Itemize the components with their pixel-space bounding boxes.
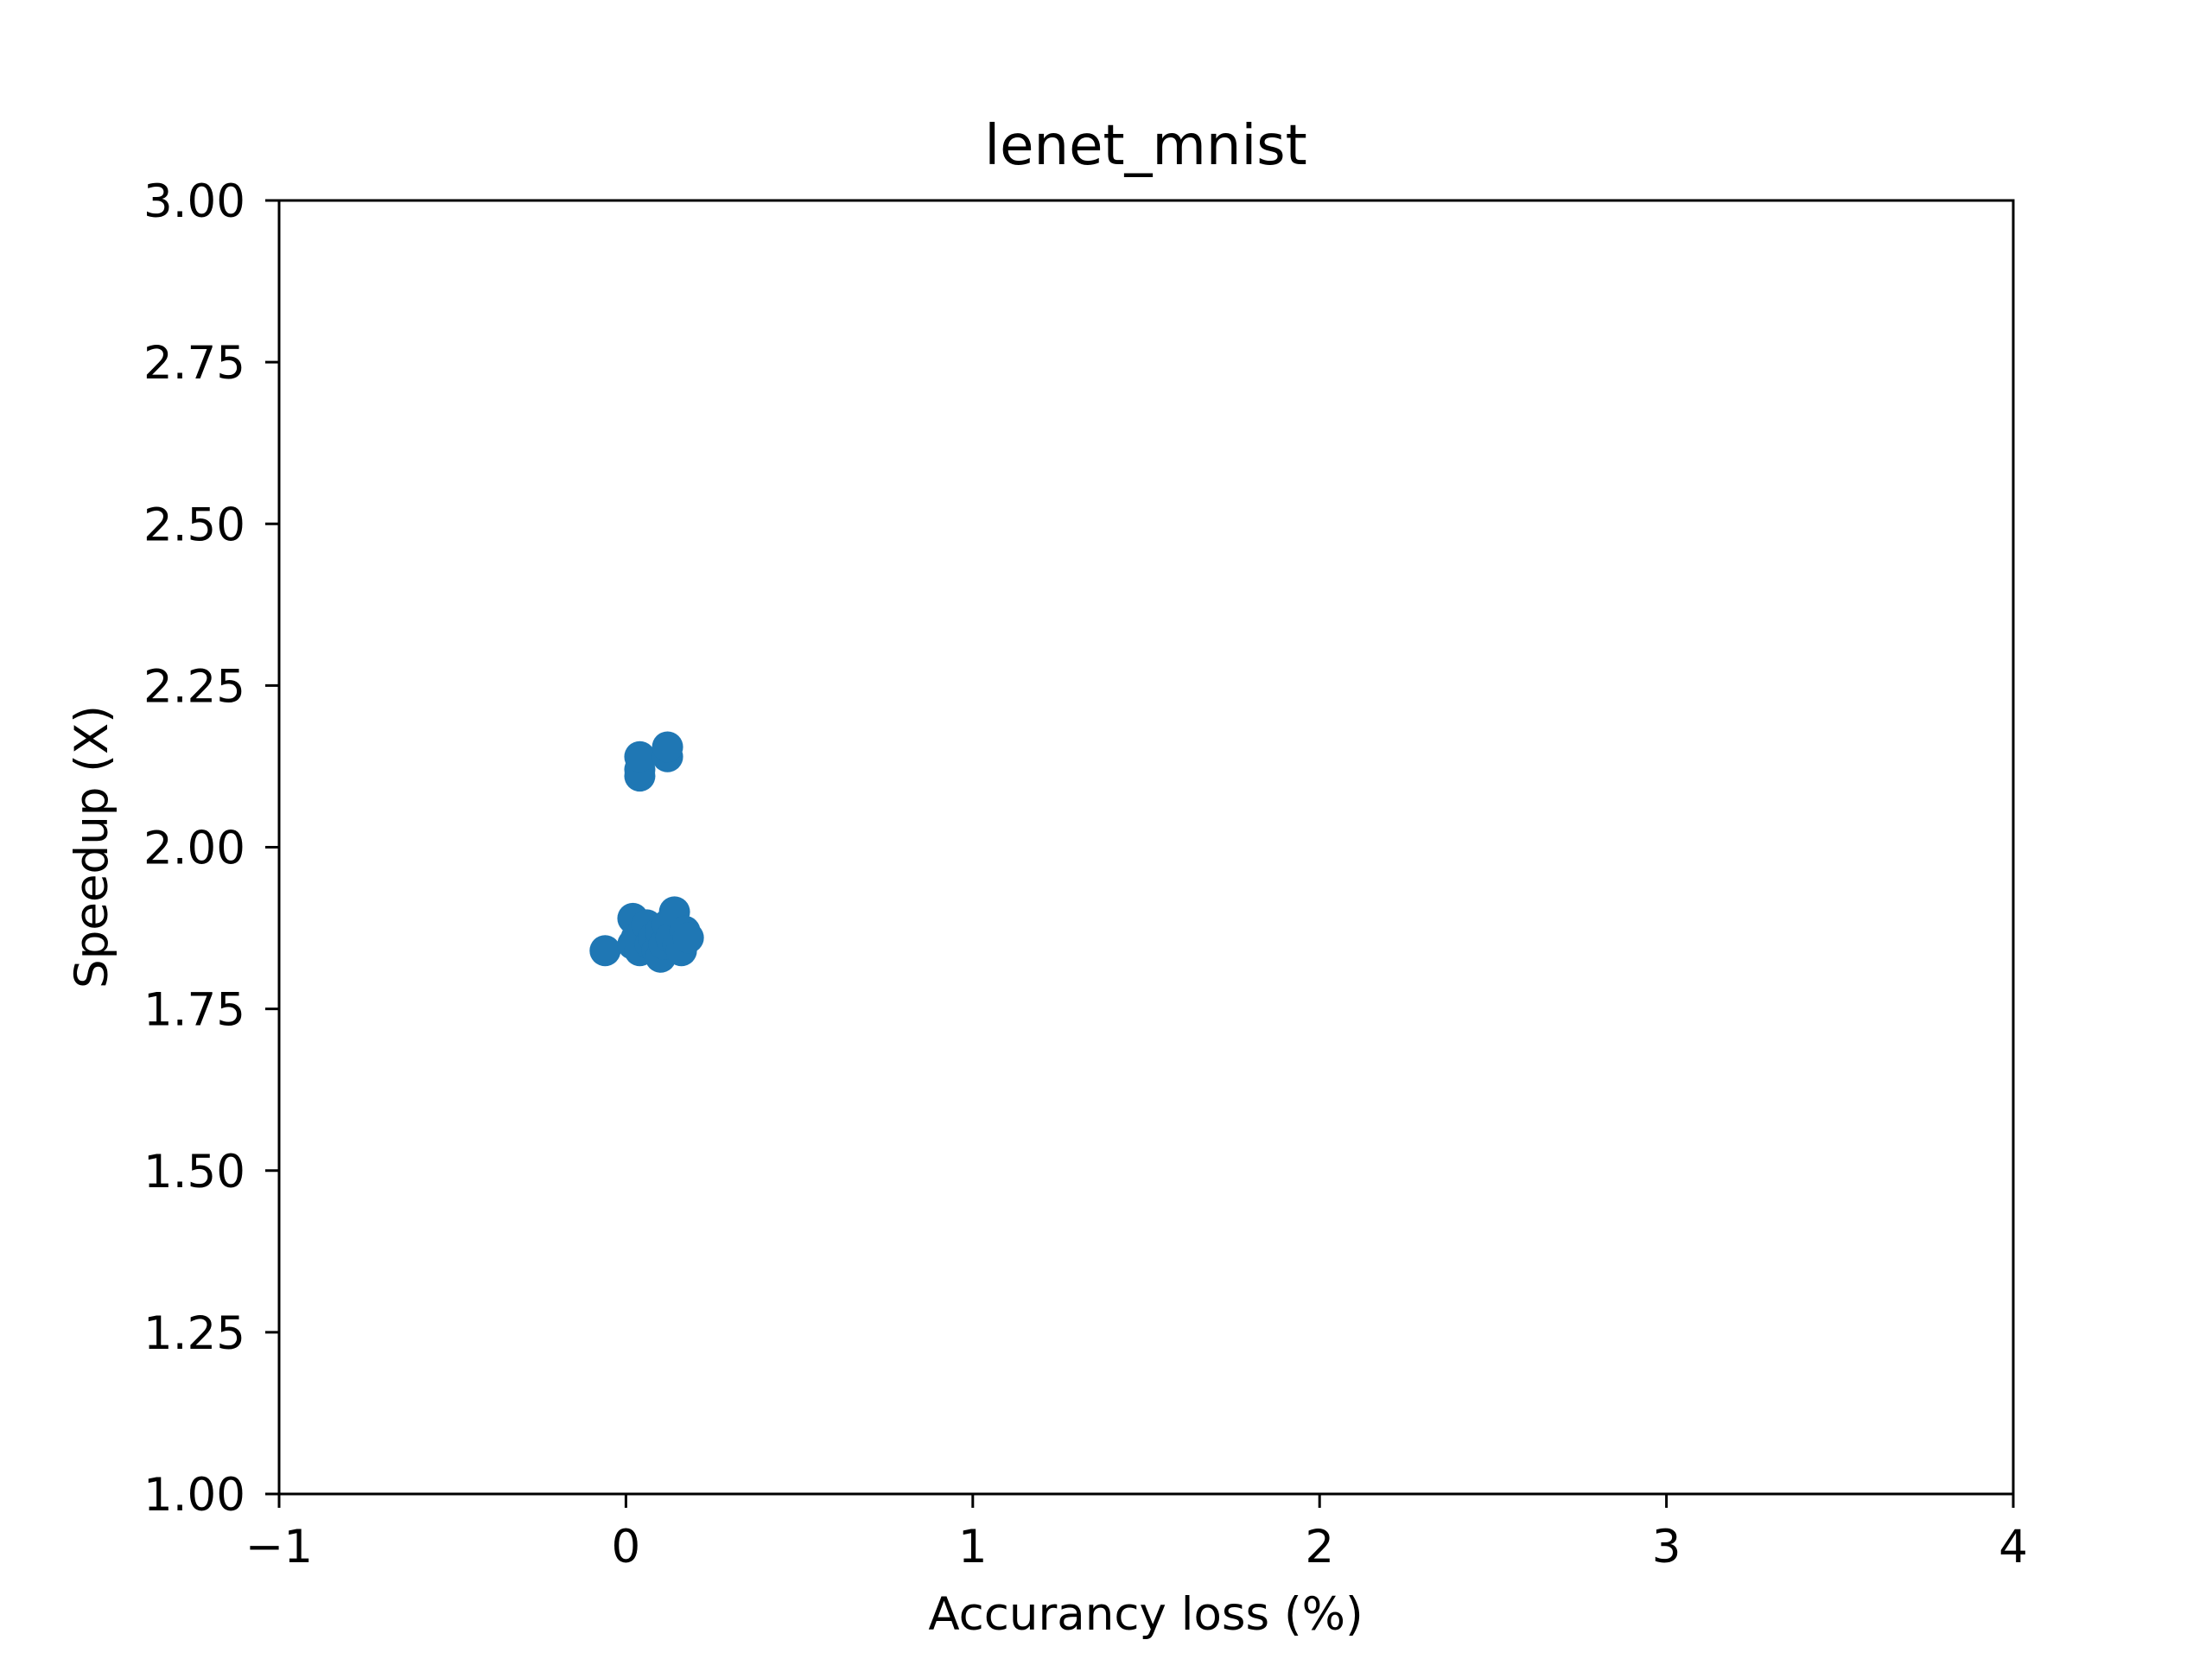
y-tick-label: 2.75 — [143, 337, 245, 390]
y-tick-label: 2.50 — [143, 499, 245, 551]
data-point — [624, 741, 656, 772]
data-point — [652, 731, 683, 763]
y-tick-label: 1.25 — [143, 1307, 245, 1360]
x-axis-ticks: −1 0 1 2 3 4 — [245, 1494, 2028, 1573]
x-tick-label: 1 — [958, 1521, 988, 1573]
y-tick-label: 1.50 — [143, 1146, 245, 1198]
x-axis-label: Accurancy loss (%) — [928, 1588, 1363, 1641]
plot-area-frame — [277, 199, 2015, 1496]
y-tick-label: 3.00 — [143, 175, 245, 228]
y-axis-ticks: 1.00 1.25 1.50 1.75 2.00 2.25 2.50 2.75 3.00 — [143, 175, 279, 1522]
data-point — [589, 935, 621, 967]
x-tick-label: −1 — [245, 1521, 313, 1573]
data-points — [589, 731, 704, 973]
y-tick-label: 2.00 — [143, 823, 245, 875]
y-tick-label: 2.25 — [143, 660, 245, 713]
data-point — [672, 922, 704, 954]
y-axis-label: Speedup (X) — [66, 705, 118, 988]
x-tick-label: 2 — [1305, 1521, 1334, 1573]
x-tick-label: 0 — [612, 1521, 641, 1573]
y-tick-label: 1.00 — [143, 1469, 245, 1522]
y-tick-label: 1.75 — [143, 984, 245, 1037]
chart-title: lenet_mnist — [984, 114, 1306, 178]
x-tick-label: 4 — [1999, 1521, 2028, 1573]
x-tick-label: 3 — [1652, 1521, 1681, 1573]
